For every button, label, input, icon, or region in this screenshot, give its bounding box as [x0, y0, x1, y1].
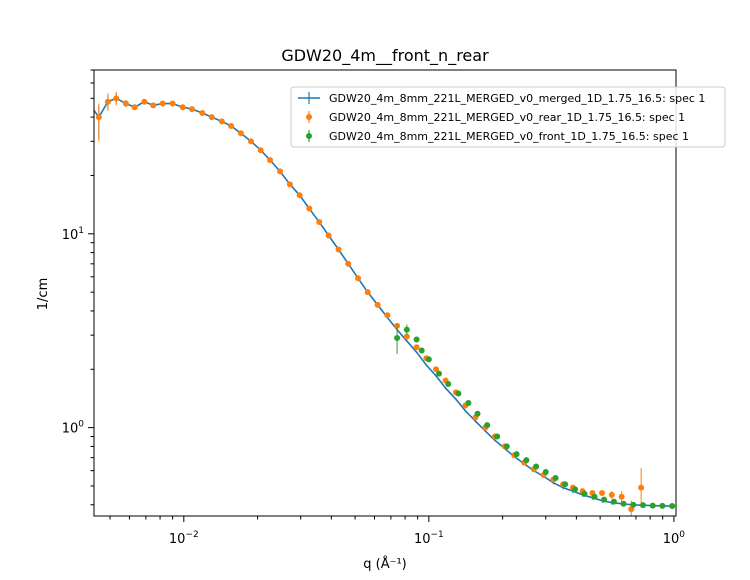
- x-axis-label: q (Å⁻¹): [363, 556, 407, 572]
- data-point: [610, 498, 617, 505]
- data-point: [413, 336, 420, 343]
- data-point: [638, 484, 645, 491]
- series-layer: [86, 91, 676, 516]
- data-point: [591, 493, 598, 500]
- data-point: [384, 312, 391, 319]
- data-point: [562, 481, 569, 488]
- data-point: [141, 98, 148, 105]
- data-point: [150, 102, 157, 109]
- legend-frame: [290, 86, 726, 148]
- data-point: [355, 275, 362, 282]
- data-point: [345, 260, 352, 267]
- data-point: [325, 232, 332, 239]
- series-1: [86, 91, 645, 516]
- data-point: [208, 114, 215, 121]
- data-point: [104, 98, 111, 105]
- data-point: [218, 118, 225, 125]
- legend-label-merged: GDW20_4m_8mm_221L_MERGED_v0_merged_1D_1.…: [329, 92, 705, 105]
- data-point: [639, 502, 646, 509]
- data-point: [455, 390, 462, 397]
- data-point: [474, 410, 481, 417]
- data-point: [433, 366, 440, 373]
- x-axis: 10−2 10−1 100: [109, 516, 686, 547]
- data-point: [465, 399, 472, 406]
- data-point: [286, 181, 293, 188]
- x-tick-label: 100: [663, 530, 686, 547]
- x-tick-label: 10−2: [169, 530, 199, 547]
- data-point: [159, 100, 166, 107]
- data-point: [552, 474, 559, 481]
- legend-label-rear: GDW20_4m_8mm_221L_MERGED_v0_rear_1D_1.75…: [329, 111, 685, 124]
- data-point: [394, 335, 401, 342]
- data-point: [413, 344, 420, 351]
- data-point: [542, 469, 549, 476]
- data-point: [113, 95, 120, 102]
- data-point: [277, 168, 284, 175]
- data-point: [316, 219, 323, 226]
- data-point: [364, 289, 371, 296]
- data-point: [630, 501, 637, 508]
- data-point: [503, 443, 510, 450]
- data-point: [572, 486, 579, 493]
- data-point: [403, 333, 410, 340]
- data-point: [86, 101, 92, 107]
- data-point: [306, 205, 313, 212]
- data-point: [257, 147, 264, 154]
- data-point: [403, 326, 410, 333]
- series-line: [94, 97, 671, 507]
- data-point: [247, 138, 254, 145]
- data-point: [484, 422, 491, 429]
- data-point: [169, 100, 176, 107]
- series-2: [394, 324, 676, 510]
- data-point: [95, 114, 102, 121]
- data-point: [513, 451, 520, 458]
- plot-frame: [93, 69, 677, 517]
- y-axis-label: 1/cm: [36, 278, 51, 310]
- data-point: [296, 192, 303, 199]
- data-point: [435, 370, 442, 377]
- y-axis: 100 101: [62, 69, 94, 506]
- data-point: [608, 491, 615, 498]
- data-point: [122, 100, 129, 107]
- data-point: [523, 457, 530, 464]
- legend-entry-front: GDW20_4m_8mm_221L_MERGED_v0_front_1D_1.7…: [306, 130, 689, 143]
- data-point: [445, 380, 452, 387]
- data-point: [374, 301, 381, 308]
- data-point: [267, 157, 274, 164]
- data-point: [581, 490, 588, 497]
- series-0: [94, 93, 671, 509]
- data-point: [618, 493, 625, 500]
- chart-title: GDW20_4m__front_n_rear: [281, 46, 489, 66]
- legend: GDW20_4m_8mm_221L_MERGED_v0_merged_1D_1.…: [290, 86, 726, 148]
- legend-entry-rear: GDW20_4m_8mm_221L_MERGED_v0_rear_1D_1.75…: [306, 111, 685, 124]
- data-point: [179, 104, 186, 111]
- data-point: [659, 502, 666, 509]
- data-point: [199, 110, 206, 117]
- data-point: [601, 496, 608, 503]
- legend-entry-merged: GDW20_4m_8mm_221L_MERGED_v0_merged_1D_1.…: [298, 92, 705, 105]
- y-tick-label: 100: [62, 420, 85, 437]
- data-point: [599, 489, 606, 496]
- data-point: [494, 433, 501, 440]
- data-point: [669, 503, 676, 510]
- data-point: [237, 130, 244, 137]
- legend-label-front: GDW20_4m_8mm_221L_MERGED_v0_front_1D_1.7…: [329, 130, 689, 143]
- data-point: [131, 104, 138, 111]
- data-point: [533, 463, 540, 470]
- y-tick-label: 101: [62, 226, 84, 243]
- data-point: [189, 106, 196, 113]
- data-point: [649, 502, 656, 509]
- data-point: [425, 356, 432, 363]
- data-point: [620, 500, 627, 507]
- data-point: [418, 347, 425, 354]
- x-tick-label: 10−1: [414, 530, 444, 547]
- data-point: [335, 246, 342, 253]
- data-point: [228, 122, 235, 129]
